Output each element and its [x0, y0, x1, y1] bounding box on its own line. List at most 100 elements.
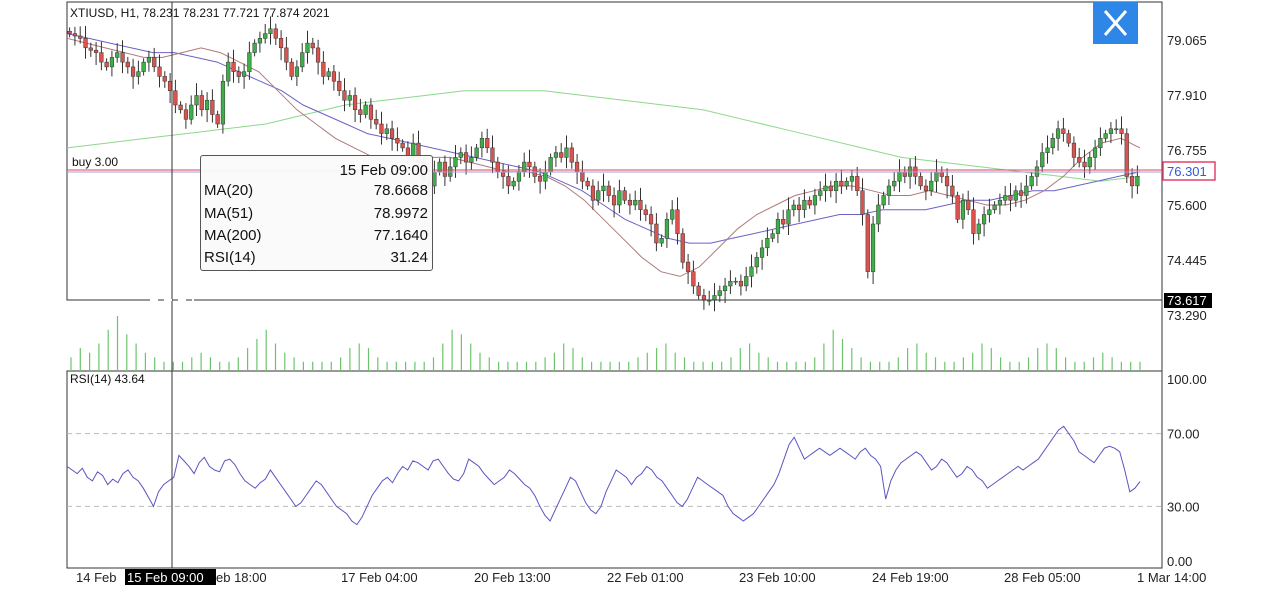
candle-body	[929, 180, 934, 191]
candle-body	[363, 104, 368, 115]
candle-body	[1018, 190, 1024, 196]
tooltip-key: MA(20)	[204, 182, 254, 199]
crosshair-date-label: 15 Feb 09:00	[127, 570, 204, 585]
candle-body	[802, 199, 807, 210]
candle-body	[1124, 133, 1129, 177]
candle-body	[1055, 128, 1061, 139]
candle-body	[585, 180, 590, 187]
candle-body	[881, 195, 886, 206]
candle-body	[997, 199, 1003, 206]
candle-body	[1013, 190, 1018, 201]
ma20-line	[66, 37, 1141, 277]
tooltip-value: 77.1640	[373, 227, 428, 244]
tooltip-row-rsi: RSI(14) 31.24	[204, 249, 428, 269]
candle-body	[1029, 176, 1034, 187]
candle-body	[231, 61, 236, 72]
candle-body	[310, 42, 315, 49]
candle-body	[463, 152, 469, 163]
candle-body	[78, 35, 83, 39]
candle-body	[115, 52, 120, 58]
candle-body	[389, 128, 395, 139]
candle-body	[141, 61, 146, 72]
candle-body	[136, 71, 141, 77]
candle-body	[744, 276, 749, 287]
candle-body	[648, 214, 654, 225]
candle-body	[876, 204, 881, 225]
candle-body	[294, 66, 300, 77]
candle-body	[664, 219, 670, 239]
candle-body	[685, 261, 691, 272]
price-tick-label: 79.065	[1167, 33, 1207, 48]
candle-body	[934, 171, 939, 182]
candle-body	[1066, 133, 1071, 144]
data-tooltip: 15 Feb 09:00 MA(20) 78.6668 MA(51) 78.99…	[200, 155, 433, 271]
candle-body	[194, 95, 199, 106]
ma200-line	[66, 90, 1141, 182]
candle-body	[976, 223, 981, 234]
candle-body	[189, 104, 194, 120]
candle-body	[543, 171, 548, 182]
x-tick-label: 1 Mar 14:00	[1137, 570, 1206, 585]
candle-body	[83, 38, 88, 49]
candle-body	[1103, 133, 1108, 139]
candle-body	[849, 176, 855, 182]
tooltip-row-ma200: MA(200) 77.1640	[204, 227, 428, 247]
candle-body	[347, 95, 352, 101]
candle-body	[886, 185, 892, 196]
candle-body	[559, 152, 564, 158]
candle-body	[918, 176, 923, 187]
candle-body	[247, 52, 252, 72]
candle-body	[315, 47, 321, 63]
candle-body	[178, 104, 183, 111]
candle-body	[1040, 152, 1045, 168]
close-button[interactable]	[1093, 2, 1138, 44]
candle-body	[104, 61, 109, 68]
candle-body	[791, 204, 796, 211]
candle-body	[1098, 138, 1103, 149]
candle-body	[643, 209, 648, 215]
candle-body	[527, 161, 532, 168]
candle-body	[358, 109, 363, 115]
candle-body	[860, 190, 865, 215]
candle-body	[728, 280, 733, 287]
candle-body	[749, 266, 754, 277]
candle-body	[955, 195, 960, 220]
candle-body	[183, 109, 189, 120]
x-tick-label: 14 Feb	[76, 570, 116, 585]
candle-body	[241, 71, 247, 77]
tooltip-key: RSI(14)	[204, 249, 256, 266]
candle-body	[125, 61, 130, 68]
candle-body	[469, 157, 474, 163]
candle-body	[537, 176, 543, 182]
candle-body	[675, 209, 680, 234]
price-tick-label: 74.445	[1167, 253, 1207, 268]
candle-body	[855, 176, 860, 191]
candle-body	[944, 176, 950, 187]
candle-body	[93, 49, 99, 53]
candle-body	[268, 28, 273, 34]
rsi-header: RSI(14) 43.64	[70, 372, 145, 386]
candle-body	[1114, 128, 1119, 131]
candle-body	[633, 199, 638, 206]
candle-body	[379, 123, 384, 134]
candle-body	[442, 161, 448, 177]
candle-body	[564, 147, 569, 158]
crosshair-price-tag	[1164, 293, 1212, 308]
candle-body	[400, 142, 405, 149]
candle-body	[966, 199, 971, 210]
candle-body	[818, 190, 823, 196]
candle-body	[823, 185, 828, 192]
candle-body	[305, 42, 310, 53]
candle-body	[1024, 185, 1029, 196]
candle-body	[1061, 128, 1066, 134]
current-price-tag	[1162, 161, 1216, 181]
x-tick-label: 24 Feb 19:00	[872, 570, 949, 585]
candle-body	[130, 66, 136, 77]
candle-body	[516, 171, 522, 182]
candle-body	[72, 33, 78, 37]
candle-body	[754, 257, 759, 268]
candle-body	[257, 38, 263, 44]
volume-layer	[70, 316, 1141, 371]
candle-body	[506, 176, 511, 187]
candle-body	[1003, 195, 1008, 201]
